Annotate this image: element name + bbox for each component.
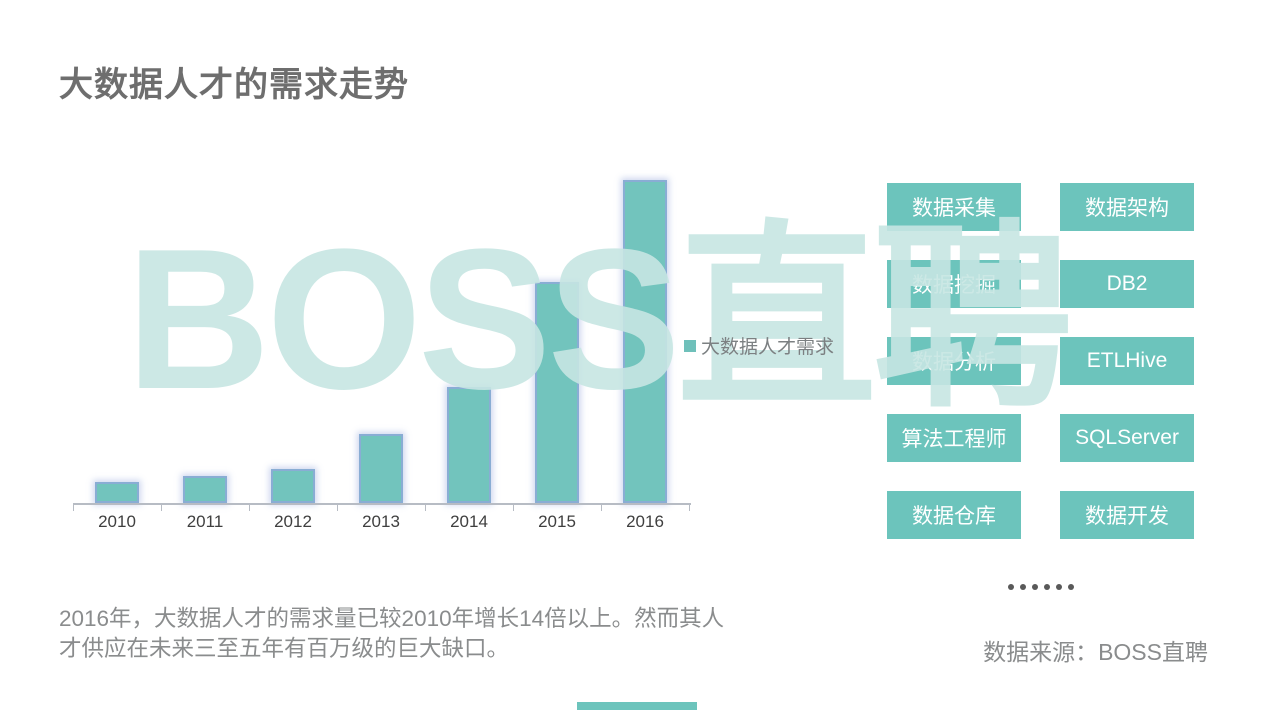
ellipsis-dots <box>887 584 1194 590</box>
ellipsis-dot <box>1031 584 1038 590</box>
ellipsis-dot <box>1055 584 1062 590</box>
x-axis-tick <box>161 503 162 511</box>
bar-slot <box>601 167 689 503</box>
x-axis-tick <box>601 503 602 511</box>
skill-tag: DB2 <box>1060 260 1194 308</box>
x-tick-label: 2015 <box>538 512 576 531</box>
x-axis-tick <box>337 503 338 511</box>
x-tick-label: 2014 <box>450 512 488 531</box>
skill-tag: 算法工程师 <box>887 414 1021 462</box>
bar-slot <box>73 167 161 503</box>
bar-2015 <box>535 282 579 503</box>
x-tick-label: 2010 <box>98 512 136 531</box>
bottom-accent-bar <box>577 702 697 710</box>
bar-2014 <box>447 387 491 503</box>
legend-swatch-icon <box>684 339 696 352</box>
x-axis-tick <box>249 503 250 511</box>
skill-tag: ETLHive <box>1060 337 1194 385</box>
bar-slot <box>337 167 425 503</box>
x-axis-tick <box>689 503 690 511</box>
x-axis-labels: 2010 2011 2012 2013 2014 2015 2016 <box>73 512 689 532</box>
legend-label: 大数据人才需求 <box>701 337 835 358</box>
ellipsis-dot <box>1019 584 1026 590</box>
skill-tag: 数据挖掘 <box>887 260 1021 308</box>
bar-2011 <box>183 476 227 503</box>
data-source-text: 数据来源：BOSS直聘 <box>983 639 1208 665</box>
ellipsis-dot <box>1007 584 1014 590</box>
x-tick-label: 2013 <box>362 512 400 531</box>
x-axis-tick <box>425 503 426 511</box>
x-axis-tick <box>513 503 514 511</box>
x-axis-tick <box>73 503 74 511</box>
x-tick-label: 2011 <box>186 512 224 531</box>
skill-tag-grid: 数据采集 数据架构 数据挖掘 DB2 数据分析 ETLHive 算法工程师 SQLServer… <box>887 183 1194 539</box>
ellipsis-dot <box>1067 584 1074 590</box>
bar-2013 <box>359 434 403 503</box>
skill-tag: 数据采集 <box>887 183 1021 231</box>
skill-tag: SQLServer <box>1060 414 1194 462</box>
chart-legend: 大数据人才需求 <box>684 332 834 359</box>
bar-slot <box>249 167 337 503</box>
bar-slot <box>425 167 513 503</box>
ellipsis-dot <box>1043 584 1050 590</box>
x-tick-label: 2016 <box>626 512 664 531</box>
skill-tag: 数据开发 <box>1060 491 1194 539</box>
skill-tag: 数据仓库 <box>887 491 1021 539</box>
x-axis-line <box>73 503 691 505</box>
bar-chart-plot <box>73 167 689 503</box>
skill-tag: 数据分析 <box>887 337 1021 385</box>
bar-2016 <box>623 180 667 503</box>
footnote-text: 2016年，大数据人才的需求量已较2010年增长14倍以上。然而其人才供应在未来… <box>59 606 725 661</box>
bar-2012 <box>271 469 315 503</box>
bar-slot <box>513 167 601 503</box>
x-tick-label: 2012 <box>274 512 312 531</box>
page-title: 大数据人才的需求走势 <box>59 66 409 104</box>
bar-slot <box>161 167 249 503</box>
skill-tag: 数据架构 <box>1060 183 1194 231</box>
bar-2010 <box>95 482 139 503</box>
